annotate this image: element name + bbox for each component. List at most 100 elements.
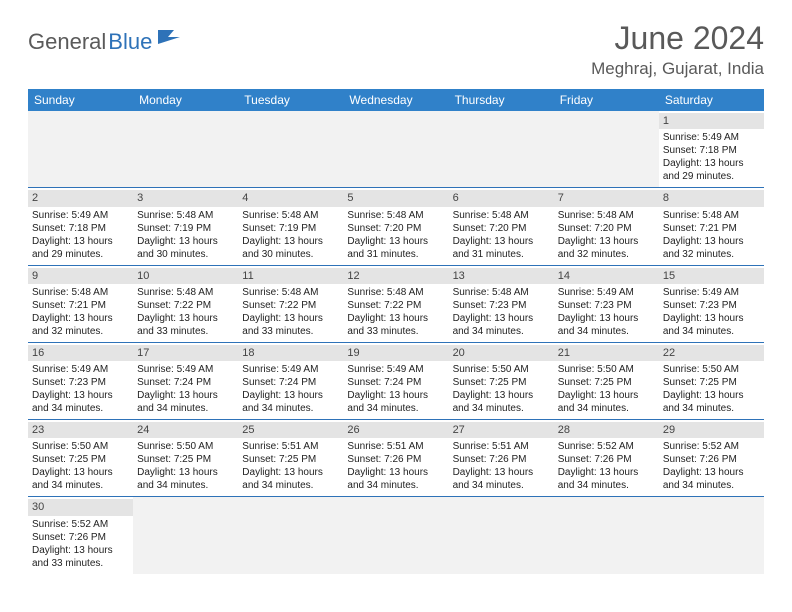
calendar-cell: 25Sunrise: 5:51 AMSunset: 7:25 PMDayligh… — [238, 420, 343, 496]
calendar-row: 2Sunrise: 5:49 AMSunset: 7:18 PMDaylight… — [28, 188, 764, 265]
cell-daylight1: Daylight: 13 hours — [32, 235, 129, 248]
cell-daylight1: Daylight: 13 hours — [453, 235, 550, 248]
cell-sunrise: Sunrise: 5:49 AM — [137, 363, 234, 376]
calendar-cell: 15Sunrise: 5:49 AMSunset: 7:23 PMDayligh… — [659, 266, 764, 342]
cell-sunrise: Sunrise: 5:52 AM — [558, 440, 655, 453]
cell-sunrise: Sunrise: 5:50 AM — [663, 363, 760, 376]
day-number: 4 — [238, 190, 343, 206]
cell-sunrise: Sunrise: 5:50 AM — [137, 440, 234, 453]
logo-text-general: General — [28, 29, 106, 55]
cell-sunset: Sunset: 7:21 PM — [32, 299, 129, 312]
cell-daylight1: Daylight: 13 hours — [137, 466, 234, 479]
weekday-label: Monday — [133, 89, 238, 111]
weekday-label: Saturday — [659, 89, 764, 111]
cell-daylight2: and 33 minutes. — [242, 325, 339, 338]
cell-sunrise: Sunrise: 5:50 AM — [453, 363, 550, 376]
calendar-cell: 17Sunrise: 5:49 AMSunset: 7:24 PMDayligh… — [133, 343, 238, 419]
cell-sunset: Sunset: 7:25 PM — [558, 376, 655, 389]
calendar: SundayMondayTuesdayWednesdayThursdayFrid… — [28, 89, 764, 574]
cell-daylight1: Daylight: 13 hours — [558, 235, 655, 248]
cell-daylight2: and 29 minutes. — [32, 248, 129, 261]
cell-sunset: Sunset: 7:26 PM — [558, 453, 655, 466]
cell-sunrise: Sunrise: 5:49 AM — [242, 363, 339, 376]
cell-sunset: Sunset: 7:25 PM — [663, 376, 760, 389]
day-number: 9 — [28, 268, 133, 284]
cell-daylight2: and 34 minutes. — [558, 325, 655, 338]
month-title: June 2024 — [591, 20, 764, 57]
cell-sunset: Sunset: 7:25 PM — [242, 453, 339, 466]
cell-sunrise: Sunrise: 5:52 AM — [663, 440, 760, 453]
calendar-cell-blank — [343, 497, 448, 573]
calendar-cell: 11Sunrise: 5:48 AMSunset: 7:22 PMDayligh… — [238, 266, 343, 342]
cell-sunset: Sunset: 7:23 PM — [663, 299, 760, 312]
calendar-cell-blank — [343, 111, 448, 187]
cell-daylight2: and 34 minutes. — [453, 402, 550, 415]
calendar-cell: 16Sunrise: 5:49 AMSunset: 7:23 PMDayligh… — [28, 343, 133, 419]
cell-daylight2: and 34 minutes. — [663, 479, 760, 492]
cell-sunset: Sunset: 7:26 PM — [453, 453, 550, 466]
cell-daylight1: Daylight: 13 hours — [453, 312, 550, 325]
day-number: 27 — [449, 422, 554, 438]
cell-sunset: Sunset: 7:24 PM — [242, 376, 339, 389]
cell-daylight1: Daylight: 13 hours — [347, 235, 444, 248]
day-number: 21 — [554, 345, 659, 361]
day-number: 5 — [343, 190, 448, 206]
cell-sunset: Sunset: 7:20 PM — [453, 222, 550, 235]
cell-sunrise: Sunrise: 5:51 AM — [453, 440, 550, 453]
weekday-label: Friday — [554, 89, 659, 111]
cell-sunset: Sunset: 7:26 PM — [32, 531, 129, 544]
cell-daylight1: Daylight: 13 hours — [242, 389, 339, 402]
calendar-cell: 26 Sunrise: 5:51 AMSunset: 7:26 PMDayligh… — [343, 420, 448, 496]
day-number: 20 — [449, 345, 554, 361]
cell-daylight2: and 31 minutes. — [453, 248, 550, 261]
cell-daylight2: and 32 minutes. — [32, 325, 129, 338]
cell-sunset: Sunset: 7:26 PM — [347, 453, 444, 466]
cell-sunrise: Sunrise: 5:50 AM — [558, 363, 655, 376]
day-number: 7 — [554, 190, 659, 206]
calendar-cell: 8Sunrise: 5:48 AMSunset: 7:21 PMDaylight… — [659, 188, 764, 264]
cell-daylight2: and 34 minutes. — [137, 402, 234, 415]
cell-sunrise: Sunrise: 5:49 AM — [663, 131, 760, 144]
cell-sunrise: Sunrise: 5:49 AM — [32, 363, 129, 376]
day-number: 29 — [659, 422, 764, 438]
day-number: 26 — [343, 422, 448, 438]
cell-daylight1: Daylight: 13 hours — [663, 235, 760, 248]
cell-sunrise: Sunrise: 5:48 AM — [347, 209, 444, 222]
cell-daylight2: and 33 minutes. — [347, 325, 444, 338]
calendar-cell: 1Sunrise: 5:49 AMSunset: 7:18 PMDaylight… — [659, 111, 764, 187]
cell-sunset: Sunset: 7:18 PM — [32, 222, 129, 235]
day-number: 12 — [343, 268, 448, 284]
calendar-cell: 3Sunrise: 5:48 AMSunset: 7:19 PMDaylight… — [133, 188, 238, 264]
cell-sunset: Sunset: 7:20 PM — [558, 222, 655, 235]
day-number: 8 — [659, 190, 764, 206]
cell-sunset: Sunset: 7:23 PM — [32, 376, 129, 389]
cell-sunset: Sunset: 7:22 PM — [347, 299, 444, 312]
cell-daylight1: Daylight: 13 hours — [453, 389, 550, 402]
calendar-row: 1Sunrise: 5:49 AMSunset: 7:18 PMDaylight… — [28, 111, 764, 188]
calendar-cell: 9Sunrise: 5:48 AMSunset: 7:21 PMDaylight… — [28, 266, 133, 342]
day-number: 3 — [133, 190, 238, 206]
cell-daylight2: and 34 minutes. — [453, 479, 550, 492]
calendar-cell: 4Sunrise: 5:48 AMSunset: 7:19 PMDaylight… — [238, 188, 343, 264]
title-block: June 2024 Meghraj, Gujarat, India — [591, 20, 764, 79]
calendar-cell: 29Sunrise: 5:52 AMSunset: 7:26 PMDayligh… — [659, 420, 764, 496]
cell-daylight2: and 29 minutes. — [663, 170, 760, 183]
weekday-label: Tuesday — [238, 89, 343, 111]
cell-sunset: Sunset: 7:23 PM — [558, 299, 655, 312]
calendar-row: 16Sunrise: 5:49 AMSunset: 7:23 PMDayligh… — [28, 343, 764, 420]
location: Meghraj, Gujarat, India — [591, 59, 764, 79]
day-number: 1 — [659, 113, 764, 129]
cell-daylight1: Daylight: 13 hours — [242, 235, 339, 248]
cell-sunset: Sunset: 7:24 PM — [347, 376, 444, 389]
cell-daylight2: and 34 minutes. — [663, 325, 760, 338]
cell-sunrise: Sunrise: 5:51 AM — [347, 440, 444, 453]
day-number: 6 — [449, 190, 554, 206]
cell-sunset: Sunset: 7:20 PM — [347, 222, 444, 235]
cell-sunrise: Sunrise: 5:48 AM — [453, 286, 550, 299]
cell-sunset: Sunset: 7:24 PM — [137, 376, 234, 389]
calendar-cell: 23Sunrise: 5:50 AMSunset: 7:25 PMDayligh… — [28, 420, 133, 496]
cell-daylight1: Daylight: 13 hours — [347, 466, 444, 479]
calendar-cell-blank — [28, 111, 133, 187]
day-number: 30 — [28, 499, 133, 515]
calendar-cell-blank — [133, 111, 238, 187]
